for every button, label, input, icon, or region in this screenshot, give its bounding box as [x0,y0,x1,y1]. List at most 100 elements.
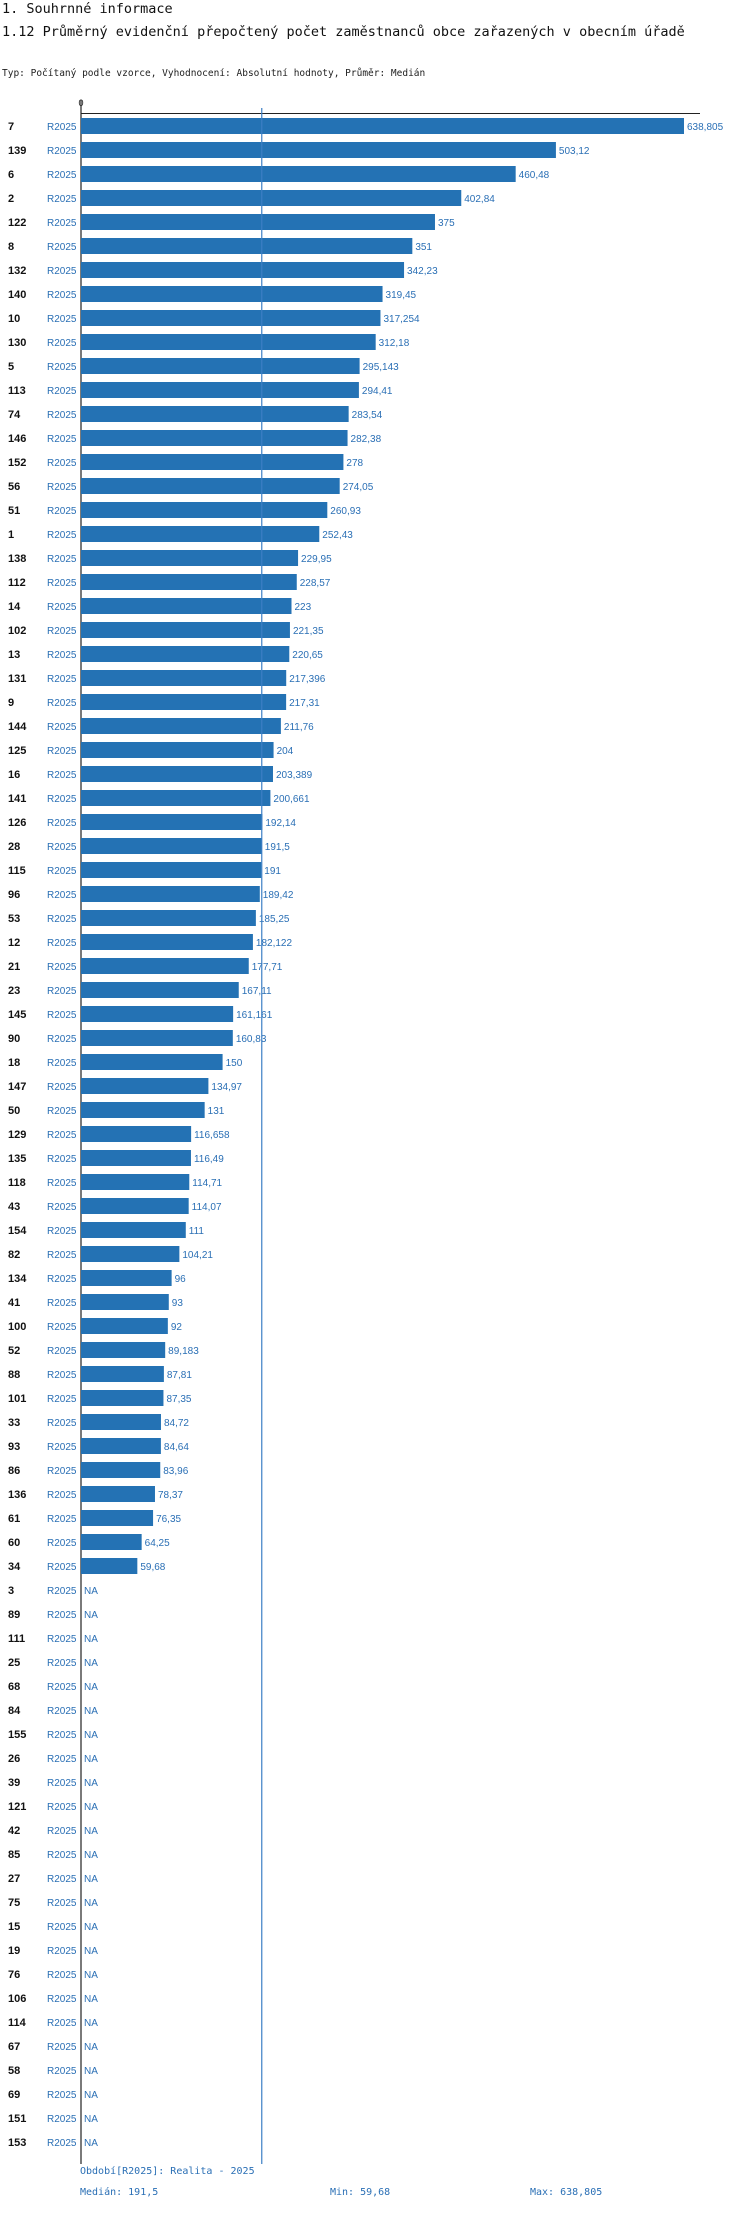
bar [81,1318,168,1334]
row-series-label: R2025 [47,1178,77,1189]
bar [81,190,462,206]
bar-value-label: 59,68 [140,1562,165,1573]
bar-value-label: 160,83 [236,1034,267,1045]
row-series-label: R2025 [47,1538,77,1549]
bar-value-label: 211,76 [284,722,314,733]
row-series-label: R2025 [47,170,77,181]
bar-value-label: 150 [226,1058,243,1069]
chart-subtitle: Typ: Počítaný podle vzorce, Vyhodnocení:… [2,68,426,79]
row-id-label: 68 [8,1681,20,1693]
row-series-label: R2025 [47,1610,77,1621]
bar-value-label: NA [84,1586,98,1597]
row-series-label: R2025 [47,1010,77,1021]
bar-value-label: 204 [277,746,294,757]
row-id-label: 113 [8,385,26,397]
footer-min: Min: 59,68 [330,2187,391,2198]
row-series-label: R2025 [47,506,77,517]
row-id-label: 140 [8,289,26,301]
bar [81,622,290,638]
row-series-label: R2025 [47,2066,77,2077]
row-series-label: R2025 [47,746,77,757]
bar [81,910,256,926]
section-title: 1. Souhrnné informace [2,1,173,17]
bar-value-label: 295,143 [363,362,400,373]
bar-value-label: 460,48 [519,170,550,181]
bar-value-label: 317,254 [383,314,420,325]
bar-value-label: 638,805 [687,122,724,133]
bar-value-label: 229,95 [301,554,332,565]
bar [81,310,381,326]
row-id-label: 100 [8,1321,26,1333]
bar-value-label: 114,71 [192,1178,222,1189]
row-id-label: 2 [8,193,14,205]
row-id-label: 82 [8,1249,20,1261]
row-series-label: R2025 [47,1682,77,1693]
row-id-label: 3 [8,1585,14,1597]
bar-value-label: 131 [208,1106,225,1117]
bar-value-label: 96 [175,1274,187,1285]
row-id-label: 67 [8,2041,20,2053]
row-id-label: 27 [8,1873,20,1885]
row-series-label: R2025 [47,434,77,445]
bar-value-label: 351 [415,242,432,253]
row-series-label: R2025 [47,770,77,781]
row-series-label: R2025 [47,650,77,661]
row-series-label: R2025 [47,1442,77,1453]
bar [81,742,274,758]
bar [81,670,287,686]
row-id-label: 102 [8,625,26,637]
row-id-label: 93 [8,1441,20,1453]
row-id-label: 61 [8,1513,20,1525]
bar [81,1174,190,1190]
bar [81,502,328,518]
row-series-label: R2025 [47,578,77,589]
bar [81,1510,154,1526]
row-id-label: 41 [8,1297,20,1309]
bar-value-label: 83,96 [163,1466,188,1477]
row-series-label: R2025 [47,794,77,805]
bar [81,166,516,182]
footer-max: Max: 638,805 [530,2187,603,2198]
bar [81,142,556,158]
bar [81,718,281,734]
row-series-label: R2025 [47,1586,77,1597]
row-id-label: 75 [8,1897,20,1909]
row-id-label: 153 [8,2137,26,2149]
row-series-label: R2025 [47,1034,77,1045]
bar-value-label: NA [84,1706,98,1717]
row-series-label: R2025 [47,962,77,973]
row-id-label: 139 [8,145,26,157]
bar [81,1198,189,1214]
bar [81,958,249,974]
row-id-label: 76 [8,1969,20,1981]
footer-period: Období[R2025]: Realita - 2025 [80,2166,255,2177]
row-series-label: R2025 [47,386,77,397]
bar-value-label: 503,12 [559,146,590,157]
row-id-label: 33 [8,1417,20,1429]
row-series-label: R2025 [47,1970,77,1981]
bar [81,1438,161,1454]
bar [81,1486,155,1502]
bar-value-label: NA [84,1658,98,1669]
bar-value-label: 282,38 [351,434,382,445]
row-series-label: R2025 [47,866,77,877]
row-id-label: 53 [8,913,20,925]
row-id-label: 101 [8,1393,26,1405]
row-id-label: 118 [8,1177,26,1189]
row-series-label: R2025 [47,1370,77,1381]
bar-value-label: 221,35 [293,626,324,637]
bar [81,982,239,998]
row-series-label: R2025 [47,1058,77,1069]
bar [81,238,413,254]
row-series-label: R2025 [47,242,77,253]
row-id-label: 14 [8,601,21,613]
row-id-label: 26 [8,1753,20,1765]
bar [81,118,684,134]
row-id-label: 130 [8,337,26,349]
bar-value-label: NA [84,2066,98,2077]
row-id-label: 60 [8,1537,20,1549]
row-series-label: R2025 [47,1226,77,1237]
bar [81,1102,205,1118]
bar [81,934,253,950]
bar [81,862,262,878]
